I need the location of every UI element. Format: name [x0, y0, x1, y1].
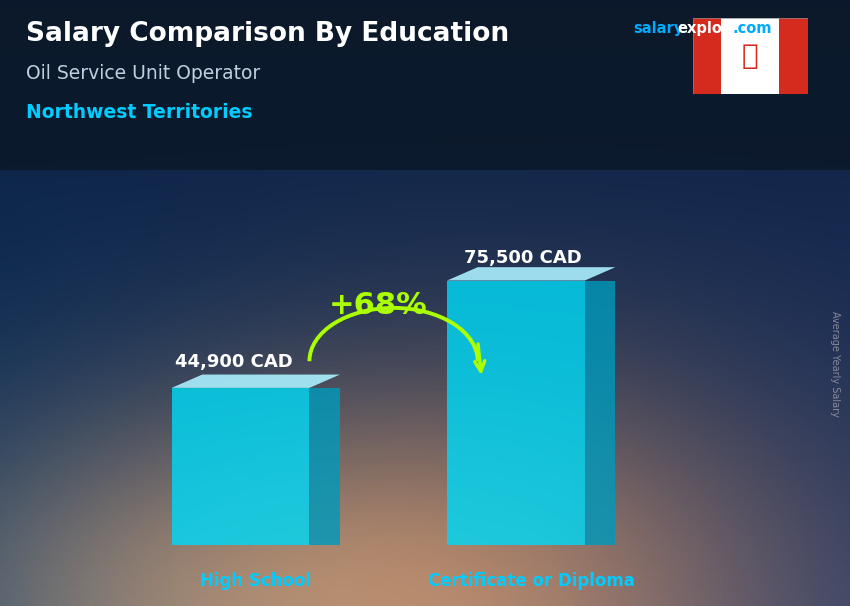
Polygon shape	[585, 281, 615, 545]
Text: salary: salary	[633, 21, 683, 36]
Text: 44,900 CAD: 44,900 CAD	[175, 353, 292, 371]
Text: Average Yearly Salary: Average Yearly Salary	[830, 311, 840, 416]
Text: .com: .com	[733, 21, 772, 36]
Polygon shape	[447, 281, 585, 545]
Text: Salary Comparison By Education: Salary Comparison By Education	[26, 21, 508, 47]
Polygon shape	[693, 18, 808, 94]
Polygon shape	[779, 18, 808, 94]
Text: High School: High School	[201, 572, 311, 590]
Text: Northwest Territories: Northwest Territories	[26, 103, 252, 122]
Text: 🍁: 🍁	[742, 42, 758, 70]
Text: 75,500 CAD: 75,500 CAD	[464, 249, 581, 267]
Bar	[0, 0, 850, 170]
Polygon shape	[172, 388, 309, 545]
Text: +68%: +68%	[329, 291, 428, 320]
Polygon shape	[309, 388, 340, 545]
Text: Certificate or Diploma: Certificate or Diploma	[428, 572, 635, 590]
Polygon shape	[172, 375, 340, 388]
Polygon shape	[693, 18, 722, 94]
Text: explorer: explorer	[677, 21, 747, 36]
Text: Oil Service Unit Operator: Oil Service Unit Operator	[26, 64, 260, 82]
Polygon shape	[447, 267, 615, 281]
